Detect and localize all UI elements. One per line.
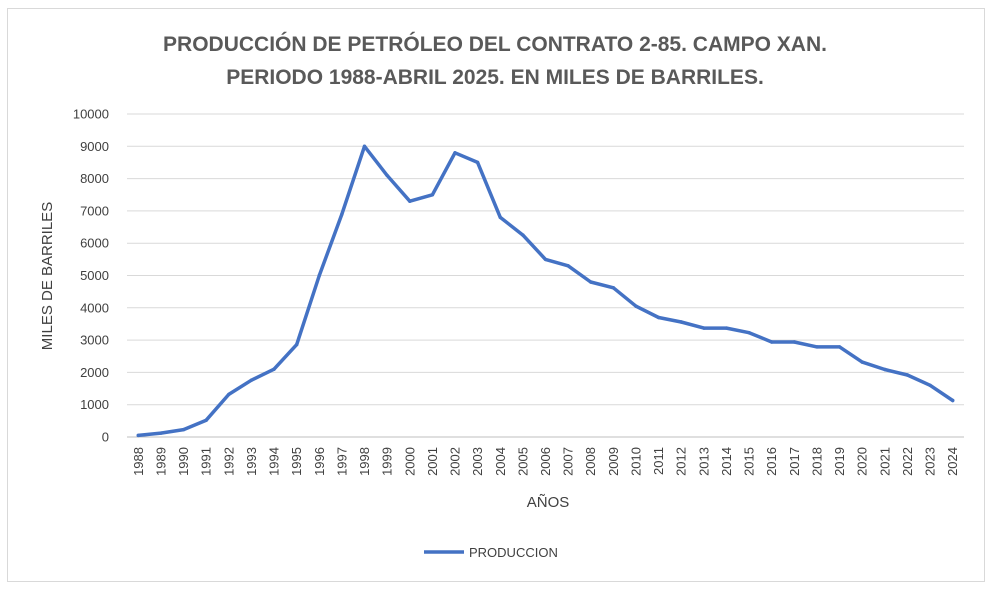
data-point xyxy=(295,342,299,347)
data-point xyxy=(204,418,208,422)
data-point xyxy=(747,331,751,335)
y-tick-label: 0 xyxy=(102,430,109,445)
data-point xyxy=(951,398,955,403)
x-tick-label: 1995 xyxy=(289,447,304,476)
x-tick-label: 2018 xyxy=(809,447,824,476)
x-tick-label: 1998 xyxy=(357,447,372,476)
y-tick-label: 10000 xyxy=(73,107,109,122)
data-point xyxy=(362,144,367,148)
x-tick-label: 2012 xyxy=(674,447,689,476)
x-tick-label: 2002 xyxy=(448,447,463,476)
chart-title-line-2: PERIODO 1988-ABRIL 2025. EN MILES DE BAR… xyxy=(226,66,764,89)
data-point xyxy=(702,326,706,330)
y-tick-label: 3000 xyxy=(80,333,109,348)
data-point xyxy=(521,233,525,237)
x-tick-label: 1994 xyxy=(267,447,282,476)
x-tick-label: 2005 xyxy=(515,447,530,476)
data-point xyxy=(679,320,683,324)
data-point xyxy=(317,273,321,278)
x-tick-label: 2015 xyxy=(742,447,757,476)
data-point xyxy=(611,286,616,290)
x-tick-label: 2001 xyxy=(425,447,440,476)
data-point xyxy=(136,433,140,438)
y-axis-title: MILES DE BARRILES xyxy=(39,202,56,350)
data-point xyxy=(724,326,729,330)
y-tick-label: 7000 xyxy=(80,203,109,218)
data-point xyxy=(815,345,819,349)
data-point xyxy=(905,373,910,377)
data-point xyxy=(770,340,774,344)
x-tick-label: 2007 xyxy=(561,447,576,476)
data-point xyxy=(792,340,796,344)
y-tick-label: 4000 xyxy=(80,300,109,315)
x-tick-label: 2006 xyxy=(538,447,553,476)
data-point xyxy=(837,345,842,349)
data-point xyxy=(656,315,661,320)
x-tick-label: 1990 xyxy=(176,447,191,476)
x-tick-label: 2013 xyxy=(696,447,711,476)
data-point xyxy=(498,215,502,220)
chart-title-line-1: PRODUCCIÓN DE PETRÓLEO DEL CONTRATO 2-85… xyxy=(163,32,827,56)
data-point xyxy=(430,193,435,197)
y-tick-label: 1000 xyxy=(80,397,109,412)
x-tick-label: 1997 xyxy=(334,447,349,476)
x-tick-label: 2020 xyxy=(855,447,870,476)
x-tick-label: 2014 xyxy=(719,447,734,476)
chart-frame xyxy=(7,8,985,582)
data-point xyxy=(408,199,412,203)
data-point xyxy=(453,151,457,155)
x-axis-title: AÑOS xyxy=(527,494,570,511)
x-tick-label: 1996 xyxy=(312,447,327,476)
x-tick-label: 2019 xyxy=(832,447,847,476)
y-tick-label: 9000 xyxy=(80,139,109,154)
x-tick-label: 2017 xyxy=(787,447,802,476)
x-tick-label: 2010 xyxy=(628,447,643,476)
x-tick-label: 2022 xyxy=(900,447,915,476)
x-tick-label: 2003 xyxy=(470,447,485,476)
legend: PRODUCCION xyxy=(424,545,558,560)
x-tick-label: 1991 xyxy=(199,447,214,476)
y-tick-label: 8000 xyxy=(80,171,109,186)
x-tick-label: 2004 xyxy=(493,447,508,476)
data-point xyxy=(928,383,932,387)
data-point xyxy=(860,360,864,364)
x-axis-ticks: 1988 1989 1990 1991 1992 1993 1994 1995 1996 1997… xyxy=(131,447,960,476)
x-tick-label: 2023 xyxy=(923,447,938,476)
x-tick-label: 2009 xyxy=(606,447,621,476)
data-point xyxy=(566,264,570,268)
series-layer xyxy=(136,144,955,438)
data-point xyxy=(475,160,480,165)
x-tick-label: 1999 xyxy=(380,447,395,476)
legend-label: PRODUCCION xyxy=(469,545,558,560)
data-point xyxy=(181,427,186,432)
x-tick-label: 2021 xyxy=(877,447,892,476)
x-tick-label: 1988 xyxy=(131,447,146,476)
data-point xyxy=(249,378,254,382)
x-tick-label: 2016 xyxy=(764,447,779,476)
data-point xyxy=(340,212,344,216)
data-point xyxy=(589,280,593,284)
gridlines xyxy=(127,113,964,438)
data-point xyxy=(385,173,389,178)
x-tick-label: 1992 xyxy=(221,447,236,476)
data-point xyxy=(883,367,887,372)
y-axis-ticks: 0 1000 2000 3000 4000 5000 6000 7000 8000 9000 100… xyxy=(73,107,109,445)
y-tick-label: 5000 xyxy=(80,268,109,283)
x-tick-label: 2000 xyxy=(402,447,417,476)
data-point xyxy=(543,257,548,262)
data-point xyxy=(159,431,163,435)
data-point xyxy=(272,367,276,371)
x-tick-label: 2024 xyxy=(945,447,960,476)
x-tick-label: 2011 xyxy=(651,447,666,475)
data-point xyxy=(634,304,638,308)
y-tick-label: 6000 xyxy=(80,236,109,251)
x-tick-label: 1993 xyxy=(244,447,259,476)
data-point xyxy=(227,392,231,397)
x-tick-label: 2008 xyxy=(583,447,598,476)
x-tick-label: 1989 xyxy=(153,447,168,476)
y-tick-label: 2000 xyxy=(80,365,109,380)
series-line-produccion xyxy=(136,144,955,438)
